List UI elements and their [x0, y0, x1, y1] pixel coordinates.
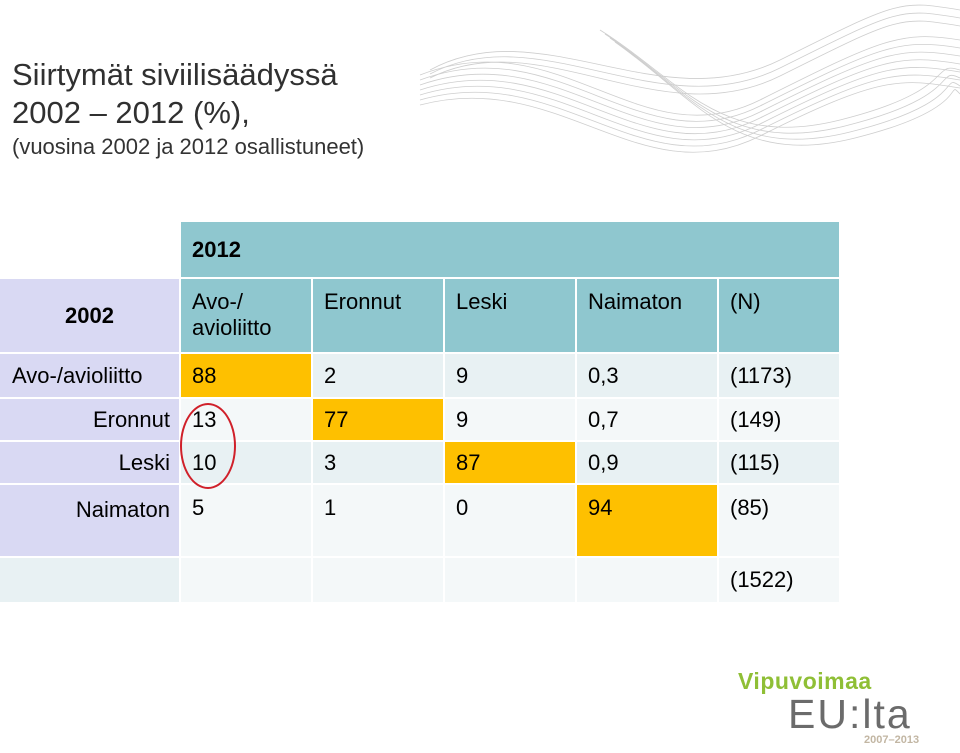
logo: Vipuvoimaa EU:lta 2007–2013 — [738, 668, 938, 746]
table-cell: 1 — [313, 485, 443, 556]
column-header-single: Naimaton — [577, 279, 717, 352]
table-cell-n: (115) — [719, 442, 839, 483]
table-cell: 0 — [445, 485, 575, 556]
table-cell-n: (85) — [719, 485, 839, 556]
table-cell: 77 — [313, 399, 443, 440]
row-label-widowed: Leski — [0, 442, 179, 483]
row-label-single: Naimaton — [0, 485, 179, 556]
title-block: Siirtymät siviilisäädyssä 2002 – 2012 (%… — [12, 56, 364, 162]
logo-years-text: 2007–2013 — [864, 734, 920, 746]
transition-table: 2012 2002 Avo-/ avioliitto Eronnut Leski… — [0, 222, 839, 602]
empty-total-cell — [445, 558, 575, 602]
row-label-divorced: Eronnut — [0, 399, 179, 440]
logo-top-text: Vipuvoimaa — [738, 668, 872, 694]
total-n-cell: (1522) — [719, 558, 839, 602]
column-header-married-line2: avioliitto — [192, 315, 272, 340]
page-title-years: 2002 – 2012 (%), — [12, 95, 250, 130]
table-cell: 88 — [181, 354, 311, 397]
table-cell: 0,9 — [577, 442, 717, 483]
logo-main-text: EU:lta — [788, 691, 912, 737]
table-cell-n: (149) — [719, 399, 839, 440]
column-header-n: (N) — [719, 279, 839, 352]
table-cell: 9 — [445, 354, 575, 397]
table-cell: 2 — [313, 354, 443, 397]
column-header-married-line1: Avo-/ — [192, 289, 243, 314]
column-header-divorced: Eronnut — [313, 279, 443, 352]
empty-total-label-cell — [0, 558, 179, 602]
table-cell-n: (1173) — [719, 354, 839, 397]
column-header-widowed: Leski — [445, 279, 575, 352]
empty-total-cell — [313, 558, 443, 602]
table-cell: 9 — [445, 399, 575, 440]
page-title: Siirtymät siviilisäädyssä — [12, 57, 338, 92]
row-label-married: Avo-/avioliitto — [0, 354, 179, 397]
table-cell: 0,3 — [577, 354, 717, 397]
table-cell: 3 — [313, 442, 443, 483]
empty-total-cell — [181, 558, 311, 602]
column-header-married-text: Avo-/ avioliitto — [192, 289, 271, 341]
page-subtitle: (vuosina 2002 ja 2012 osallistuneet) — [12, 134, 365, 159]
table-cell: 5 — [181, 485, 311, 556]
empty-total-cell — [577, 558, 717, 602]
red-circle-annotation — [180, 403, 236, 489]
table-cell: 87 — [445, 442, 575, 483]
table-cell: 0,7 — [577, 399, 717, 440]
column-header-married: Avo-/ avioliitto — [181, 279, 311, 352]
column-year-label: 2012 — [181, 222, 839, 277]
table-cell: 94 — [577, 485, 717, 556]
row-year-label: 2002 — [0, 279, 179, 352]
empty-corner-cell — [0, 222, 179, 277]
